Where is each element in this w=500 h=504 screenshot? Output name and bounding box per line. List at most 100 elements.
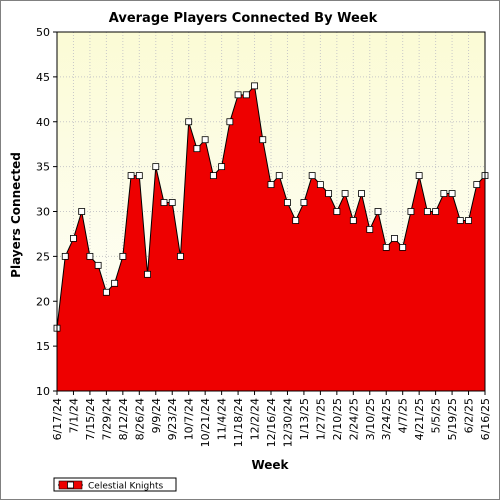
legend-label: Celestial Knights [88, 482, 164, 492]
x-tick-label: 2/10/25 [331, 398, 344, 440]
x-tick-label: 5/19/25 [446, 398, 459, 440]
data-point [94, 261, 102, 269]
data-point [473, 181, 481, 188]
data-point [259, 136, 267, 144]
data-point [415, 172, 423, 180]
x-axis: 6/17/24 7/1/24 7/15/24 7/29/24 8/12/24 8/26/2… [51, 391, 492, 447]
data-point [382, 243, 390, 251]
data-point [111, 279, 119, 287]
x-tick-label: 12/30/24 [281, 398, 294, 447]
x-tick-label: 3/24/25 [380, 398, 393, 440]
data-point [127, 172, 135, 180]
data-point [185, 118, 193, 126]
x-tick-label: 6/17/24 [51, 398, 64, 440]
data-point [218, 163, 226, 171]
x-tick-label: 8/26/24 [133, 398, 146, 440]
series-area [57, 85, 485, 391]
y-axis-label: Players Connected [9, 152, 23, 278]
x-tick-label: 4/7/25 [397, 398, 410, 433]
data-point [366, 226, 374, 233]
data-point [399, 243, 407, 251]
x-axis-label: Week [251, 458, 289, 472]
x-tick-label: 12/16/24 [265, 398, 278, 447]
data-point [209, 172, 217, 180]
data-point [456, 217, 464, 224]
data-point [432, 208, 440, 215]
data-point [275, 172, 283, 180]
x-tick-label: 8/12/24 [117, 398, 130, 440]
x-tick-label: 1/13/25 [298, 398, 311, 440]
x-tick-label: 7/15/24 [84, 398, 97, 440]
x-tick-label: 6/16/25 [479, 398, 492, 440]
data-point [226, 118, 234, 126]
y-tick-label: 20 [36, 295, 50, 308]
data-point [168, 199, 176, 206]
data-point [78, 208, 86, 215]
data-point [391, 235, 398, 242]
data-point [234, 91, 242, 99]
x-tick-label: 3/10/25 [364, 398, 377, 440]
data-point [144, 270, 151, 278]
data-point [242, 91, 250, 99]
series-celestial-knights [53, 82, 489, 391]
data-point [374, 208, 382, 215]
data-point [119, 252, 127, 260]
data-point [333, 208, 341, 215]
x-tick-label: 7/29/24 [100, 398, 113, 440]
data-point [440, 190, 448, 197]
data-point [61, 252, 69, 260]
data-point [341, 190, 349, 197]
y-tick-label: 15 [36, 340, 50, 353]
y-tick-label: 25 [36, 250, 50, 263]
x-tick-label: 7/1/24 [67, 398, 80, 433]
y-axis: 10 15 20 25 30 35 40 45 50 [36, 26, 57, 398]
data-point [160, 199, 168, 206]
y-tick-label: 35 [36, 161, 50, 174]
data-point [177, 252, 184, 260]
data-point [292, 217, 300, 224]
data-point [325, 190, 333, 197]
data-point [300, 199, 308, 206]
data-point [267, 181, 275, 188]
data-point [407, 208, 415, 215]
x-tick-label: 5/5/25 [430, 398, 443, 433]
data-point [423, 208, 431, 215]
legend-marker [67, 481, 74, 489]
data-point [284, 199, 291, 206]
data-point [86, 252, 94, 260]
y-tick-label: 45 [36, 71, 50, 84]
data-point [251, 82, 258, 90]
data-point [465, 217, 472, 224]
data-point [308, 172, 316, 180]
data-point [152, 163, 160, 171]
y-tick-label: 10 [36, 385, 50, 398]
data-point [70, 235, 77, 242]
x-tick-label: 9/9/24 [150, 398, 163, 433]
legend: Celestial Knights [53, 477, 177, 492]
x-tick-label: 10/21/24 [199, 398, 212, 447]
data-point [316, 181, 324, 188]
x-tick-label: 4/21/25 [413, 398, 426, 440]
data-point [193, 145, 201, 153]
x-tick-label: 9/23/24 [166, 398, 179, 440]
data-point [349, 217, 357, 224]
data-point [135, 172, 143, 180]
y-tick-label: 40 [36, 116, 50, 129]
legend-box [53, 477, 177, 492]
x-tick-label: 12/2/24 [249, 398, 262, 440]
x-tick-label: 1/27/25 [314, 398, 327, 440]
y-tick-label: 30 [36, 206, 50, 219]
chart-title: Average Players Connected By Week [109, 11, 378, 26]
data-point [448, 190, 456, 197]
data-point [201, 136, 209, 144]
x-tick-label: 10/7/24 [183, 398, 196, 440]
x-tick-label: 11/4/24 [216, 398, 229, 440]
x-tick-label: 11/18/24 [232, 398, 245, 447]
x-tick-label: 2/24/25 [347, 398, 360, 440]
data-point [358, 190, 365, 197]
data-point [102, 288, 110, 296]
x-tick-label: 6/2/25 [463, 398, 476, 433]
y-tick-label: 50 [36, 26, 50, 39]
